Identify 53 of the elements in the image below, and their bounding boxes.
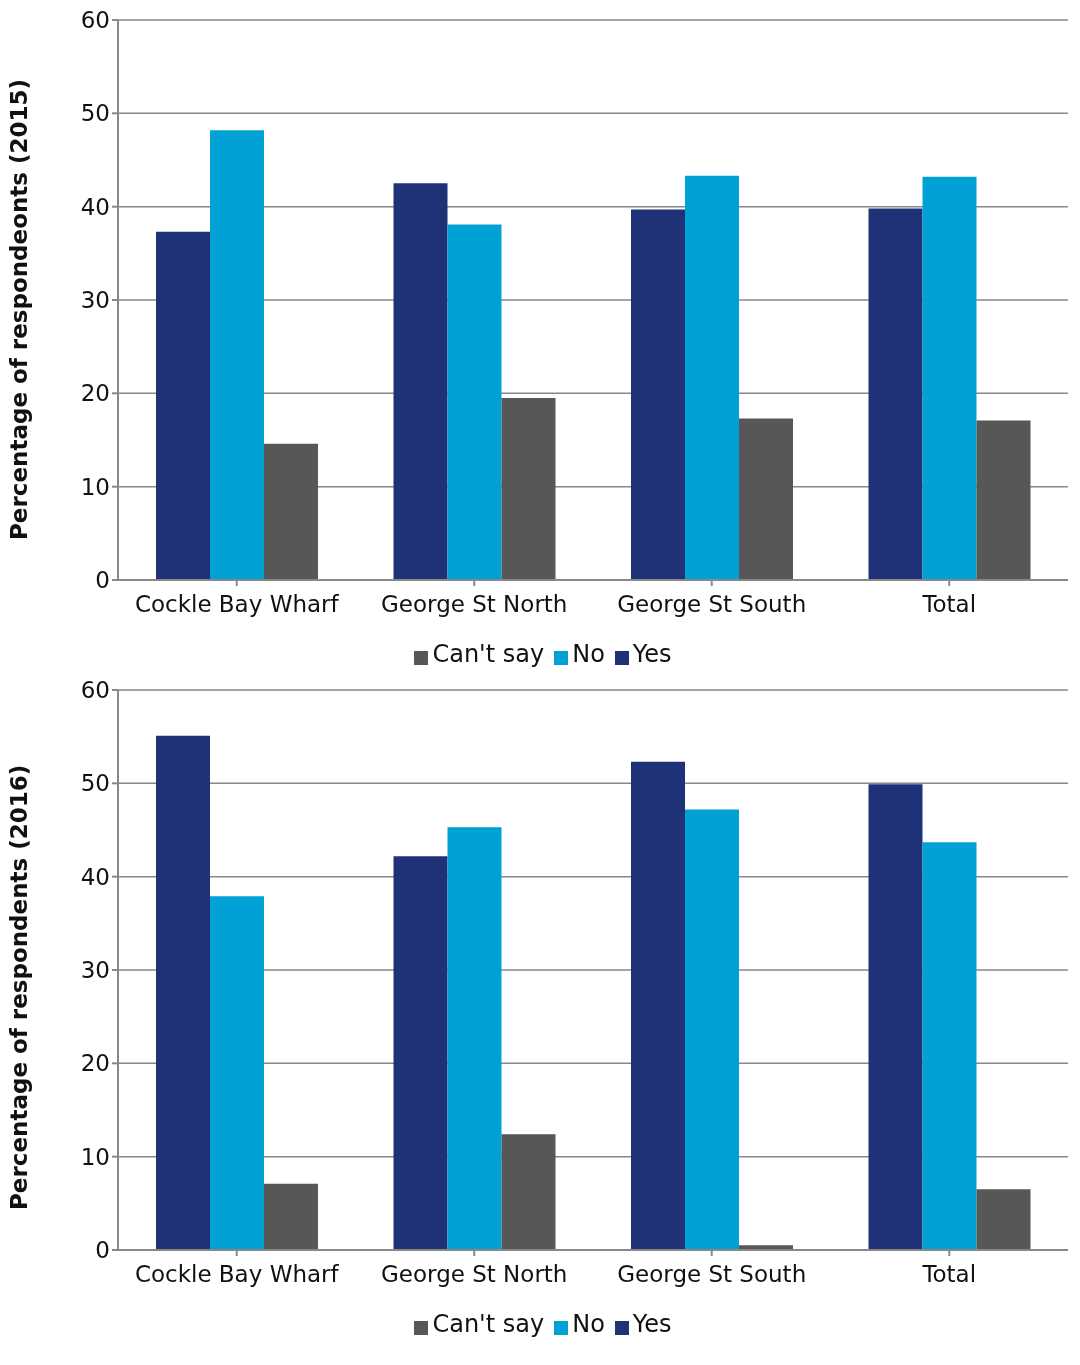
legend-label: Can't say [432,640,545,668]
bar [210,130,264,580]
y-tick-label: 60 [80,7,110,34]
y-tick-label: 20 [80,380,110,407]
bar [447,224,502,580]
y-tick-label: 0 [95,567,110,594]
bar [501,1134,556,1250]
x-tick-label: George St South [617,1261,807,1288]
bar [685,175,739,580]
legend-label: No [572,640,605,668]
bar [393,183,448,580]
y-tick-label: 60 [80,677,110,704]
y-tick-label: 30 [80,957,110,984]
legend-label: Yes [632,640,672,668]
bar [631,209,685,580]
y-tick-label: 40 [80,863,110,890]
x-tick-label: George St North [381,1261,568,1288]
y-tick-label: 50 [80,100,110,127]
bar [631,761,685,1250]
bar [922,842,977,1250]
y-tick-label: 0 [95,1237,110,1264]
bar [264,1183,318,1250]
legend-label: No [572,1310,605,1338]
bar [739,418,793,580]
bar [156,231,210,580]
y-tick-label: 40 [80,193,110,220]
bar [976,420,1031,580]
y-tick-label: 10 [80,473,110,500]
bar [922,176,977,580]
legend-label: Can't say [432,1310,545,1338]
x-tick-label: George St North [381,591,568,618]
bar [976,1189,1031,1250]
y-tick-label: 50 [80,770,110,797]
x-tick-label: Cockle Bay Wharf [134,591,340,618]
y-tick-label: 10 [80,1143,110,1170]
y-axis-title: Percentage of respondents (2016) [6,764,33,1210]
bar [868,208,923,580]
x-tick-label: Cockle Bay Wharf [134,1261,340,1288]
y-tick-label: 20 [80,1050,110,1077]
y-tick-label: 30 [80,287,110,314]
x-tick-label: Total [921,591,977,618]
legend-label: Yes [632,1310,672,1338]
bar [156,735,210,1250]
x-tick-label: George St South [617,591,807,618]
y-axis-title: Percentage of respondeonts (2015) [6,78,33,540]
bar [264,443,318,580]
bar [210,896,264,1250]
bar [501,398,556,580]
bar [393,856,448,1250]
bar [868,784,923,1250]
bar [447,827,502,1250]
bar [685,809,739,1250]
x-tick-label: Total [921,1261,977,1288]
